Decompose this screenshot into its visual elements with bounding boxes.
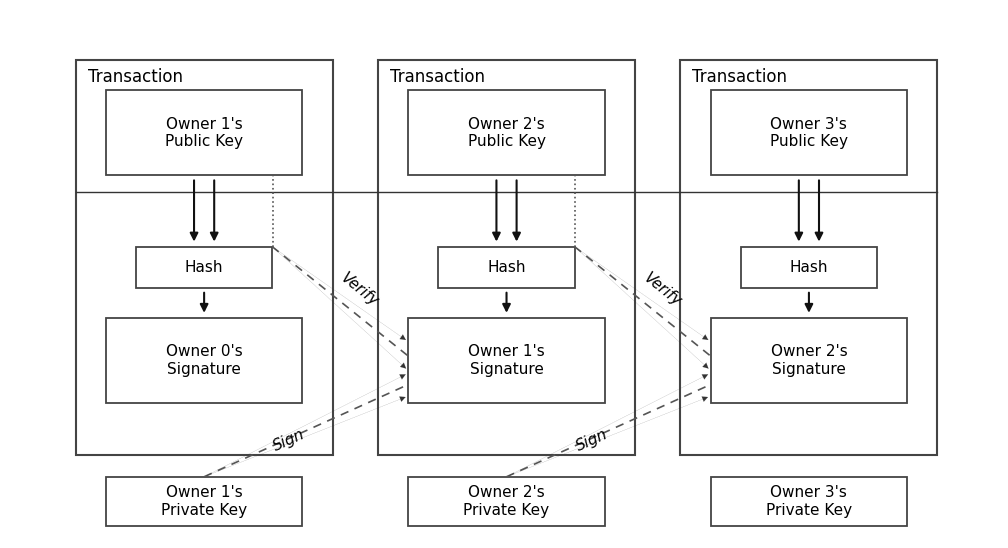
Text: Owner 3's
Private Key: Owner 3's Private Key (766, 485, 852, 518)
Text: Owner 1's
Public Key: Owner 1's Public Key (165, 117, 243, 149)
Text: Transaction: Transaction (88, 68, 182, 87)
FancyBboxPatch shape (106, 477, 302, 526)
Text: Transaction: Transaction (390, 68, 485, 87)
Text: Owner 2's
Private Key: Owner 2's Private Key (464, 485, 549, 518)
Text: Sign: Sign (574, 426, 610, 454)
FancyBboxPatch shape (408, 90, 605, 175)
Text: Sign: Sign (271, 426, 307, 454)
FancyBboxPatch shape (408, 477, 605, 526)
FancyBboxPatch shape (76, 60, 333, 455)
Text: Hash: Hash (184, 260, 224, 275)
FancyBboxPatch shape (741, 247, 877, 288)
Text: Owner 1's
Signature: Owner 1's Signature (468, 344, 545, 376)
Text: Hash: Hash (789, 260, 829, 275)
FancyBboxPatch shape (136, 247, 272, 288)
FancyBboxPatch shape (438, 247, 575, 288)
Text: Owner 2's
Public Key: Owner 2's Public Key (468, 117, 545, 149)
FancyBboxPatch shape (711, 318, 907, 403)
FancyBboxPatch shape (106, 90, 302, 175)
Text: Transaction: Transaction (692, 68, 787, 87)
Text: Owner 3's
Public Key: Owner 3's Public Key (770, 117, 848, 149)
FancyBboxPatch shape (711, 477, 907, 526)
Text: Verify: Verify (641, 271, 684, 310)
FancyBboxPatch shape (378, 60, 635, 455)
FancyBboxPatch shape (680, 60, 937, 455)
Text: Owner 2's
Signature: Owner 2's Signature (770, 344, 848, 376)
Text: Owner 0's
Signature: Owner 0's Signature (165, 344, 243, 376)
FancyBboxPatch shape (711, 90, 907, 175)
Text: Verify: Verify (339, 271, 382, 310)
FancyBboxPatch shape (106, 318, 302, 403)
Text: Hash: Hash (487, 260, 526, 275)
FancyBboxPatch shape (408, 318, 605, 403)
Text: Owner 1's
Private Key: Owner 1's Private Key (161, 485, 247, 518)
